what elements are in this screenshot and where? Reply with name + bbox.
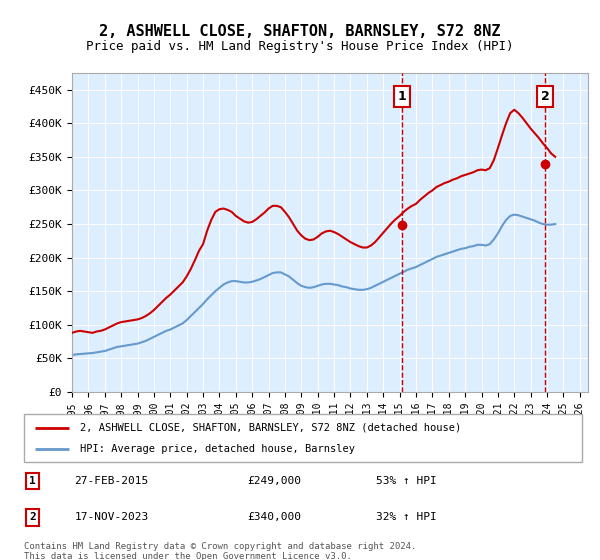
Text: £340,000: £340,000 [247,512,301,522]
Text: 2, ASHWELL CLOSE, SHAFTON, BARNSLEY, S72 8NZ: 2, ASHWELL CLOSE, SHAFTON, BARNSLEY, S72… [99,24,501,39]
Text: 1: 1 [29,476,36,486]
Bar [555,73,588,392]
Text: 17-NOV-2023: 17-NOV-2023 [74,512,148,522]
Text: Contains HM Land Registry data © Crown copyright and database right 2024.
This d: Contains HM Land Registry data © Crown c… [24,542,416,560]
Text: 2: 2 [29,512,36,522]
FancyBboxPatch shape [24,414,582,462]
Text: 32% ↑ HPI: 32% ↑ HPI [376,512,436,522]
Text: HPI: Average price, detached house, Barnsley: HPI: Average price, detached house, Barn… [80,444,355,454]
Text: 27-FEB-2015: 27-FEB-2015 [74,476,148,486]
Text: 53% ↑ HPI: 53% ↑ HPI [376,476,436,486]
Text: 2: 2 [541,90,550,103]
Text: Price paid vs. HM Land Registry's House Price Index (HPI): Price paid vs. HM Land Registry's House … [86,40,514,53]
Text: 2, ASHWELL CLOSE, SHAFTON, BARNSLEY, S72 8NZ (detached house): 2, ASHWELL CLOSE, SHAFTON, BARNSLEY, S72… [80,423,461,433]
Text: £249,000: £249,000 [247,476,301,486]
Text: 1: 1 [398,90,407,103]
